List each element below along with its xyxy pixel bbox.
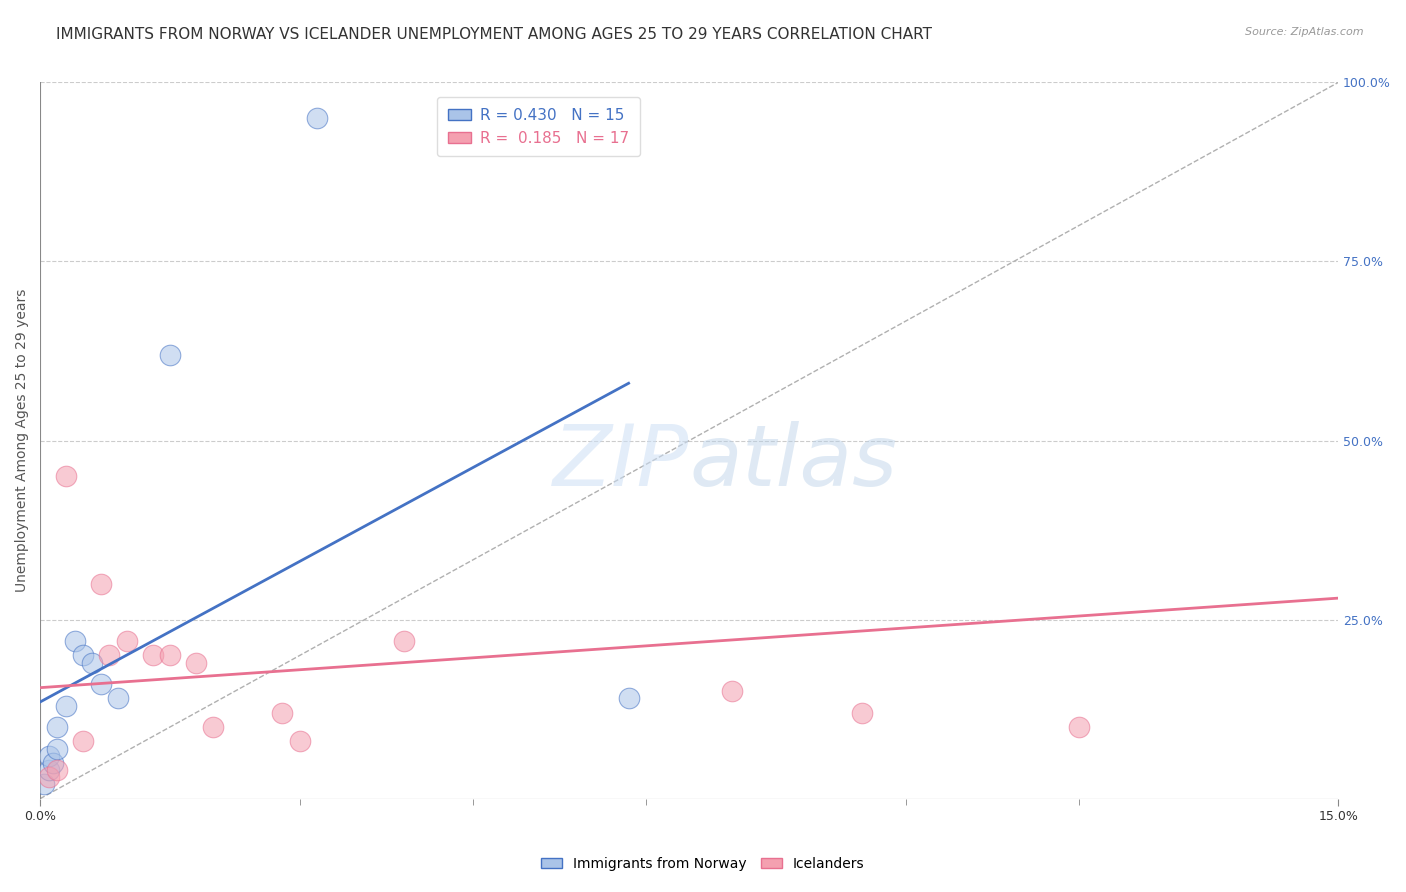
Text: ZIP: ZIP [553, 420, 689, 504]
Point [617, 691, 640, 706]
Y-axis label: Unemployment Among Ages 25 to 29 years: Unemployment Among Ages 25 to 29 years [15, 289, 30, 592]
Point [42, 756, 65, 770]
Point [46, 741, 69, 756]
Point [159, 348, 181, 362]
Point [38, 770, 60, 784]
Point [38, 748, 60, 763]
Point [55, 698, 77, 713]
Point [305, 112, 328, 126]
Point [80, 656, 103, 670]
Point [90, 677, 112, 691]
Point [98, 648, 121, 663]
Point [851, 706, 873, 720]
Point [142, 648, 165, 663]
Point [202, 720, 225, 734]
Point [46, 763, 69, 777]
Point [288, 734, 311, 748]
Point [107, 691, 129, 706]
Point [55, 469, 77, 483]
Text: Source: ZipAtlas.com: Source: ZipAtlas.com [1246, 27, 1364, 37]
Point [38, 763, 60, 777]
Point [115, 634, 138, 648]
Point [159, 648, 181, 663]
Point [72, 648, 94, 663]
Point [392, 634, 415, 648]
Text: IMMIGRANTS FROM NORWAY VS ICELANDER UNEMPLOYMENT AMONG AGES 25 TO 29 YEARS CORRE: IMMIGRANTS FROM NORWAY VS ICELANDER UNEM… [56, 27, 932, 42]
Point [271, 706, 294, 720]
Point [72, 734, 94, 748]
Legend: R = 0.430   N = 15, R =  0.185   N = 17: R = 0.430 N = 15, R = 0.185 N = 17 [437, 97, 640, 156]
Point [184, 656, 207, 670]
Point [721, 684, 744, 698]
Point [63, 634, 86, 648]
Text: atlas: atlas [689, 420, 897, 504]
Point [46, 720, 69, 734]
Point [34, 777, 56, 791]
Point [1067, 720, 1090, 734]
Legend: Immigrants from Norway, Icelanders: Immigrants from Norway, Icelanders [536, 851, 870, 876]
Point [90, 576, 112, 591]
